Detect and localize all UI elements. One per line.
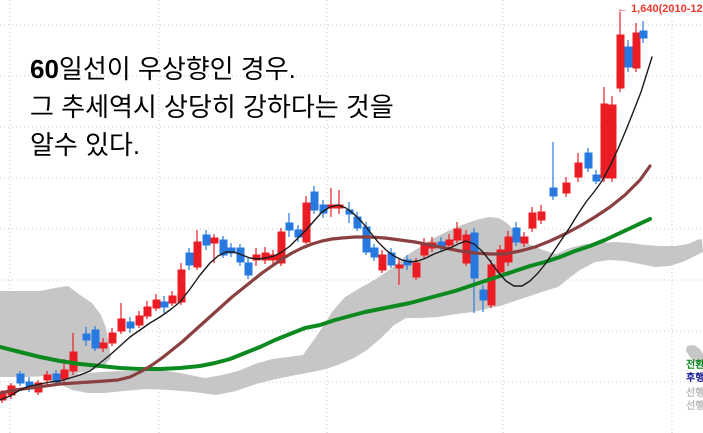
candle-up (504, 236, 513, 263)
candle-up (210, 237, 219, 244)
candle-up (520, 236, 529, 244)
candle-down (479, 289, 488, 301)
candle-down (639, 30, 648, 39)
candle-up (168, 295, 177, 304)
candle-down (160, 301, 169, 308)
candle-up (632, 32, 641, 69)
candle-up (487, 264, 496, 306)
candle-up (462, 234, 471, 264)
candle-up (152, 299, 161, 309)
annotation-line1-rest: 일선이 우상향인 경우. (58, 54, 296, 84)
annotation-line-1: 60일선이 우상향인 경우. (30, 50, 394, 88)
candle-down (624, 46, 633, 68)
candle-down (353, 216, 362, 229)
candle-down (549, 187, 558, 197)
candle-up (108, 332, 117, 344)
candle-down (584, 152, 593, 169)
legend-label-conversion-line: 전환 (686, 360, 703, 371)
candle-down (91, 329, 100, 349)
candle-up (193, 241, 202, 268)
annotation-line-3: 알수 있다. (30, 130, 141, 160)
candle-up (453, 228, 462, 241)
candle-down (470, 232, 479, 279)
candle-up (302, 202, 311, 243)
candle-down (227, 247, 236, 254)
candle-up (412, 262, 421, 278)
ma-short-line (0, 56, 653, 401)
legend-label-leading-span2: 선행 (686, 401, 703, 412)
annotation-line-2: 그 추세역시 상당히 강하다는 것을 (30, 92, 394, 122)
candle-up (277, 231, 286, 264)
candle-down (512, 227, 521, 243)
candle-up (60, 369, 69, 380)
ma-mid-line (0, 164, 652, 395)
candle-down (16, 373, 25, 384)
ichimoku-cloud (686, 345, 703, 363)
candle-up (528, 212, 537, 229)
candle-up (378, 254, 387, 271)
price-high-label: ← 1,640(2010-12 (617, 3, 703, 15)
candle-up (600, 103, 609, 179)
candle-up (445, 239, 454, 246)
candle-up (537, 211, 546, 221)
candle-up (496, 249, 505, 273)
candle-down (285, 222, 294, 231)
candle-down (82, 333, 91, 341)
legend-label-lagging-span: 후행 (686, 373, 703, 384)
candle-up (395, 264, 404, 269)
candle-up (135, 315, 144, 326)
candle-down (592, 174, 601, 182)
candle-up (43, 374, 52, 381)
annotation-text: 60일선이 우상향인 경우. 그 추세역시 상당히 강하다는 것을 알수 있다. (30, 50, 394, 164)
candle-up (177, 269, 186, 303)
candle-up (252, 254, 261, 261)
ma60-line (0, 217, 652, 371)
candle-up (117, 318, 126, 332)
candle-down (185, 252, 194, 266)
candle-down (202, 234, 211, 246)
candle-up (574, 162, 583, 178)
candle-down (219, 239, 228, 256)
candle-down (310, 191, 319, 211)
candle-down (244, 262, 253, 276)
candle-up (616, 34, 625, 89)
candle-up (562, 182, 571, 194)
candle-down (387, 252, 396, 266)
candle-down (370, 247, 379, 258)
candle-up (99, 342, 108, 349)
candle-up (608, 104, 617, 179)
candle-down (126, 321, 135, 329)
legend-label-leading-span1: 선행 (686, 388, 703, 399)
annotation-line1-bold: 60 (30, 54, 59, 84)
candle-up (143, 306, 152, 317)
candle-up (261, 252, 270, 261)
